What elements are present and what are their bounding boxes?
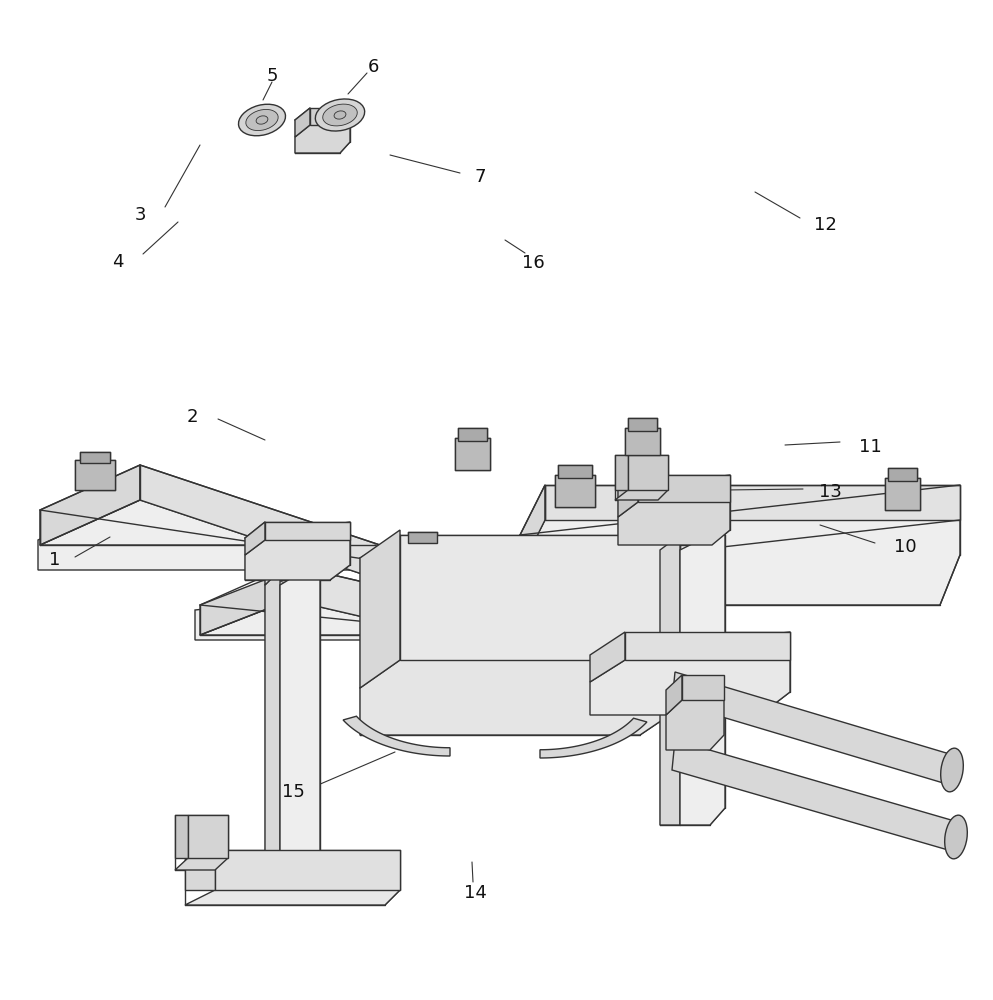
Ellipse shape bbox=[246, 109, 278, 131]
Polygon shape bbox=[888, 468, 917, 481]
Polygon shape bbox=[555, 475, 595, 507]
Polygon shape bbox=[590, 632, 625, 682]
Polygon shape bbox=[540, 718, 646, 758]
Text: 2: 2 bbox=[187, 408, 198, 426]
Polygon shape bbox=[625, 428, 660, 455]
Polygon shape bbox=[682, 675, 724, 700]
Polygon shape bbox=[455, 438, 490, 470]
Polygon shape bbox=[672, 740, 958, 852]
Polygon shape bbox=[680, 535, 725, 825]
Polygon shape bbox=[638, 475, 730, 502]
Polygon shape bbox=[618, 502, 730, 545]
Ellipse shape bbox=[316, 99, 364, 131]
Polygon shape bbox=[188, 815, 228, 858]
Text: 15: 15 bbox=[282, 783, 305, 801]
Polygon shape bbox=[310, 108, 350, 125]
Polygon shape bbox=[545, 485, 960, 520]
Polygon shape bbox=[343, 716, 450, 756]
Polygon shape bbox=[280, 570, 320, 885]
Polygon shape bbox=[245, 522, 265, 555]
Polygon shape bbox=[290, 565, 665, 687]
Polygon shape bbox=[80, 452, 110, 463]
Polygon shape bbox=[175, 858, 228, 870]
Text: 4: 4 bbox=[112, 253, 124, 271]
Text: 5: 5 bbox=[266, 67, 278, 85]
Text: 11: 11 bbox=[859, 438, 882, 456]
Polygon shape bbox=[215, 850, 400, 890]
Polygon shape bbox=[295, 125, 350, 153]
Text: 16: 16 bbox=[521, 254, 544, 272]
Text: 6: 6 bbox=[367, 58, 378, 76]
Polygon shape bbox=[185, 890, 400, 905]
Polygon shape bbox=[405, 540, 440, 570]
Ellipse shape bbox=[323, 104, 357, 126]
Polygon shape bbox=[408, 532, 437, 543]
Text: 3: 3 bbox=[134, 206, 146, 224]
Polygon shape bbox=[885, 478, 920, 510]
Text: 7: 7 bbox=[475, 168, 486, 186]
Polygon shape bbox=[666, 675, 682, 715]
Polygon shape bbox=[265, 570, 280, 885]
Polygon shape bbox=[400, 535, 680, 660]
Text: 10: 10 bbox=[894, 538, 917, 556]
Polygon shape bbox=[195, 600, 670, 690]
Polygon shape bbox=[672, 672, 953, 785]
Polygon shape bbox=[660, 535, 680, 825]
Polygon shape bbox=[628, 418, 657, 431]
Polygon shape bbox=[360, 530, 400, 688]
Text: 1: 1 bbox=[50, 551, 61, 569]
Ellipse shape bbox=[256, 116, 268, 124]
Polygon shape bbox=[666, 700, 724, 750]
Polygon shape bbox=[615, 490, 668, 500]
Polygon shape bbox=[615, 455, 628, 490]
Polygon shape bbox=[75, 460, 115, 490]
Polygon shape bbox=[38, 490, 480, 620]
Polygon shape bbox=[520, 485, 545, 570]
Ellipse shape bbox=[944, 815, 967, 859]
Polygon shape bbox=[40, 500, 470, 610]
Polygon shape bbox=[200, 570, 290, 635]
Polygon shape bbox=[360, 660, 680, 735]
Text: 14: 14 bbox=[464, 884, 487, 902]
Polygon shape bbox=[265, 555, 320, 585]
Ellipse shape bbox=[940, 748, 963, 792]
Polygon shape bbox=[140, 465, 470, 610]
Polygon shape bbox=[558, 465, 592, 478]
Polygon shape bbox=[458, 428, 487, 441]
Polygon shape bbox=[245, 540, 350, 580]
Polygon shape bbox=[185, 850, 215, 890]
Polygon shape bbox=[175, 815, 188, 858]
Polygon shape bbox=[625, 632, 790, 660]
Ellipse shape bbox=[238, 104, 286, 136]
Polygon shape bbox=[40, 465, 140, 545]
Polygon shape bbox=[265, 522, 350, 540]
Ellipse shape bbox=[334, 111, 346, 119]
Polygon shape bbox=[628, 455, 668, 490]
Polygon shape bbox=[200, 600, 665, 687]
Text: 13: 13 bbox=[818, 483, 841, 501]
Polygon shape bbox=[295, 108, 310, 137]
Polygon shape bbox=[520, 520, 960, 605]
Polygon shape bbox=[618, 475, 638, 517]
Text: 12: 12 bbox=[813, 216, 836, 234]
Polygon shape bbox=[590, 660, 790, 715]
